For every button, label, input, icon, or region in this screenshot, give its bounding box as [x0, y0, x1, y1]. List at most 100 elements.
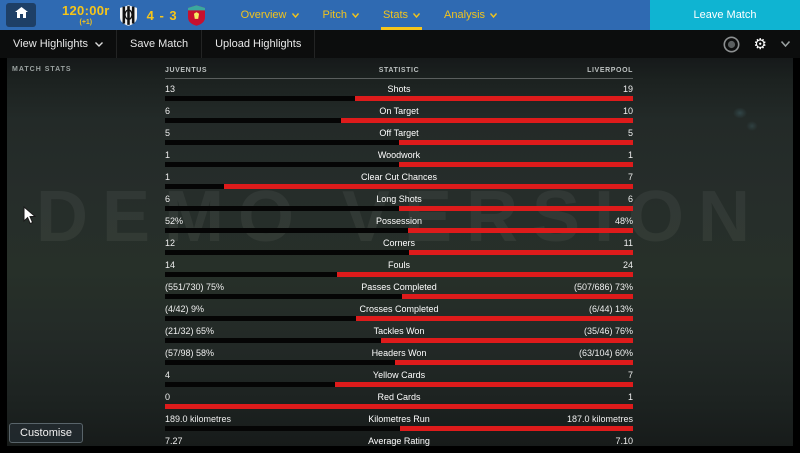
score-line: 4 - 3 — [146, 7, 178, 23]
stat-name: Headers Won — [371, 347, 427, 358]
away-value: 10 — [622, 105, 633, 116]
stat-comparison-bar — [165, 382, 633, 387]
tab-pitch[interactable]: Pitch — [311, 0, 371, 30]
home-value: (551/730) 75% — [165, 281, 225, 292]
leave-match-button[interactable]: Leave Match — [650, 0, 800, 30]
away-value: 7 — [627, 369, 633, 380]
tab-overview[interactable]: Overview — [229, 0, 311, 30]
home-value: 52% — [165, 215, 184, 226]
stat-comparison-bar — [165, 250, 633, 255]
stat-comparison-bar — [165, 338, 633, 343]
stat-row: (4/42) 9% Crosses Completed (6/44) 13% — [165, 303, 633, 321]
home-bar-segment — [165, 426, 401, 431]
stats-header-row: JUVENTUS STATISTIC LIVERPOOL — [165, 67, 633, 79]
stat-name: Long Shots — [376, 193, 422, 204]
clock-time: 120:00r — [62, 3, 110, 18]
home-bar-segment — [165, 206, 399, 211]
home-value: 6 — [165, 193, 171, 204]
tab-analysis[interactable]: Analysis — [432, 0, 509, 30]
stat-name: Clear Cut Chances — [360, 171, 438, 182]
stat-row: (57/98) 58% Headers Won (63/104) 60% — [165, 347, 633, 365]
away-bar-segment — [408, 228, 633, 233]
away-value: 48% — [614, 215, 633, 226]
statistic-header: STATISTIC — [378, 67, 420, 74]
away-bar-segment — [223, 184, 633, 189]
stat-name: Tackles Won — [373, 325, 425, 336]
home-value: (57/98) 58% — [165, 347, 215, 358]
away-bar-segment — [399, 140, 633, 145]
save-match-label: Save Match — [130, 38, 189, 50]
juventus-crest-icon — [119, 4, 137, 26]
stat-comparison-bar — [165, 294, 633, 299]
liverpool-crest-icon — [187, 4, 205, 26]
away-value: 6 — [627, 193, 633, 204]
stat-name: Passes Completed — [361, 281, 437, 292]
home-value: 0 — [165, 391, 171, 402]
home-value: (21/32) 65% — [165, 325, 215, 336]
toolbar-separator — [116, 30, 118, 58]
away-team-badge — [187, 4, 205, 26]
away-value: 1 — [627, 149, 633, 160]
tab-label: Overview — [240, 9, 287, 21]
home-team-header: JUVENTUS — [165, 67, 208, 74]
stat-row: (551/730) 75% Passes Completed (507/686)… — [165, 281, 633, 299]
away-value: 19 — [622, 83, 633, 94]
upload-highlights-label: Upload Highlights — [215, 38, 302, 50]
home-bar-segment — [165, 228, 409, 233]
home-team-badge — [119, 4, 137, 26]
stat-name: Red Cards — [377, 391, 421, 402]
home-button[interactable] — [6, 3, 36, 27]
stat-row: 52% Possession 48% — [165, 215, 633, 233]
home-value: 5 — [165, 127, 171, 138]
view-highlights-label: View Highlights — [13, 38, 89, 50]
record-icon[interactable] — [723, 36, 740, 53]
home-value: 14 — [165, 259, 176, 270]
stat-row: 6 On Target 10 — [165, 105, 633, 123]
stat-name: Corners — [382, 237, 415, 248]
chevron-down-icon — [489, 9, 498, 21]
away-bar-segment — [400, 426, 633, 431]
away-value: 7.10 — [615, 435, 633, 446]
match-stats-table: JUVENTUS STATISTIC LIVERPOOL 13 Shots 19… — [165, 67, 633, 446]
home-bar-segment — [165, 272, 338, 277]
tab-stats[interactable]: Stats — [371, 0, 432, 30]
chevron-down-icon — [291, 9, 299, 21]
chevron-down-icon[interactable] — [781, 41, 790, 47]
gear-icon[interactable]: ⚙ — [753, 35, 767, 53]
home-bar-segment — [165, 184, 224, 189]
stat-row: 12 Corners 11 — [165, 237, 633, 255]
home-value: 13 — [165, 83, 176, 94]
view-highlights-button[interactable]: View Highlights — [0, 30, 116, 58]
stat-comparison-bar — [165, 360, 633, 365]
stat-row: 189.0 kilometres Kilometres Run 187.0 ki… — [165, 413, 633, 431]
stat-name: Fouls — [387, 259, 410, 270]
away-bar-segment — [402, 294, 633, 299]
customise-button[interactable]: Customise — [9, 423, 83, 443]
toolbar-separator — [314, 30, 316, 58]
away-value: 24 — [622, 259, 633, 270]
home-bar-segment — [165, 250, 410, 255]
away-bar-segment — [355, 96, 633, 101]
away-value: 187.0 kilometres — [566, 413, 633, 424]
mouse-cursor — [23, 205, 37, 230]
stat-comparison-bar — [165, 228, 633, 233]
home-value: (4/42) 9% — [165, 303, 205, 314]
away-value: 11 — [623, 237, 633, 248]
stat-row: (21/32) 65% Tackles Won (35/46) 76% — [165, 325, 633, 343]
stats-rows: 13 Shots 19 6 On Target 10 5 Off Target … — [165, 83, 633, 446]
tab-label: Analysis — [444, 9, 486, 21]
save-match-button[interactable]: Save Match — [117, 30, 201, 58]
stat-row: 1 Clear Cut Chances 7 — [165, 171, 633, 189]
home-value: 189.0 kilometres — [165, 413, 232, 424]
home-bar-segment — [165, 294, 403, 299]
stat-name: On Target — [379, 105, 419, 116]
home-icon — [14, 6, 28, 24]
stat-comparison-bar — [165, 272, 633, 277]
home-bar-segment — [165, 140, 399, 145]
toolbar-separator — [201, 30, 203, 58]
upload-highlights-button[interactable]: Upload Highlights — [202, 30, 314, 58]
stat-name: Off Target — [379, 127, 419, 138]
stat-name: Average Rating — [368, 435, 430, 446]
stat-comparison-bar — [165, 140, 633, 145]
stat-row: 13 Shots 19 — [165, 83, 633, 101]
